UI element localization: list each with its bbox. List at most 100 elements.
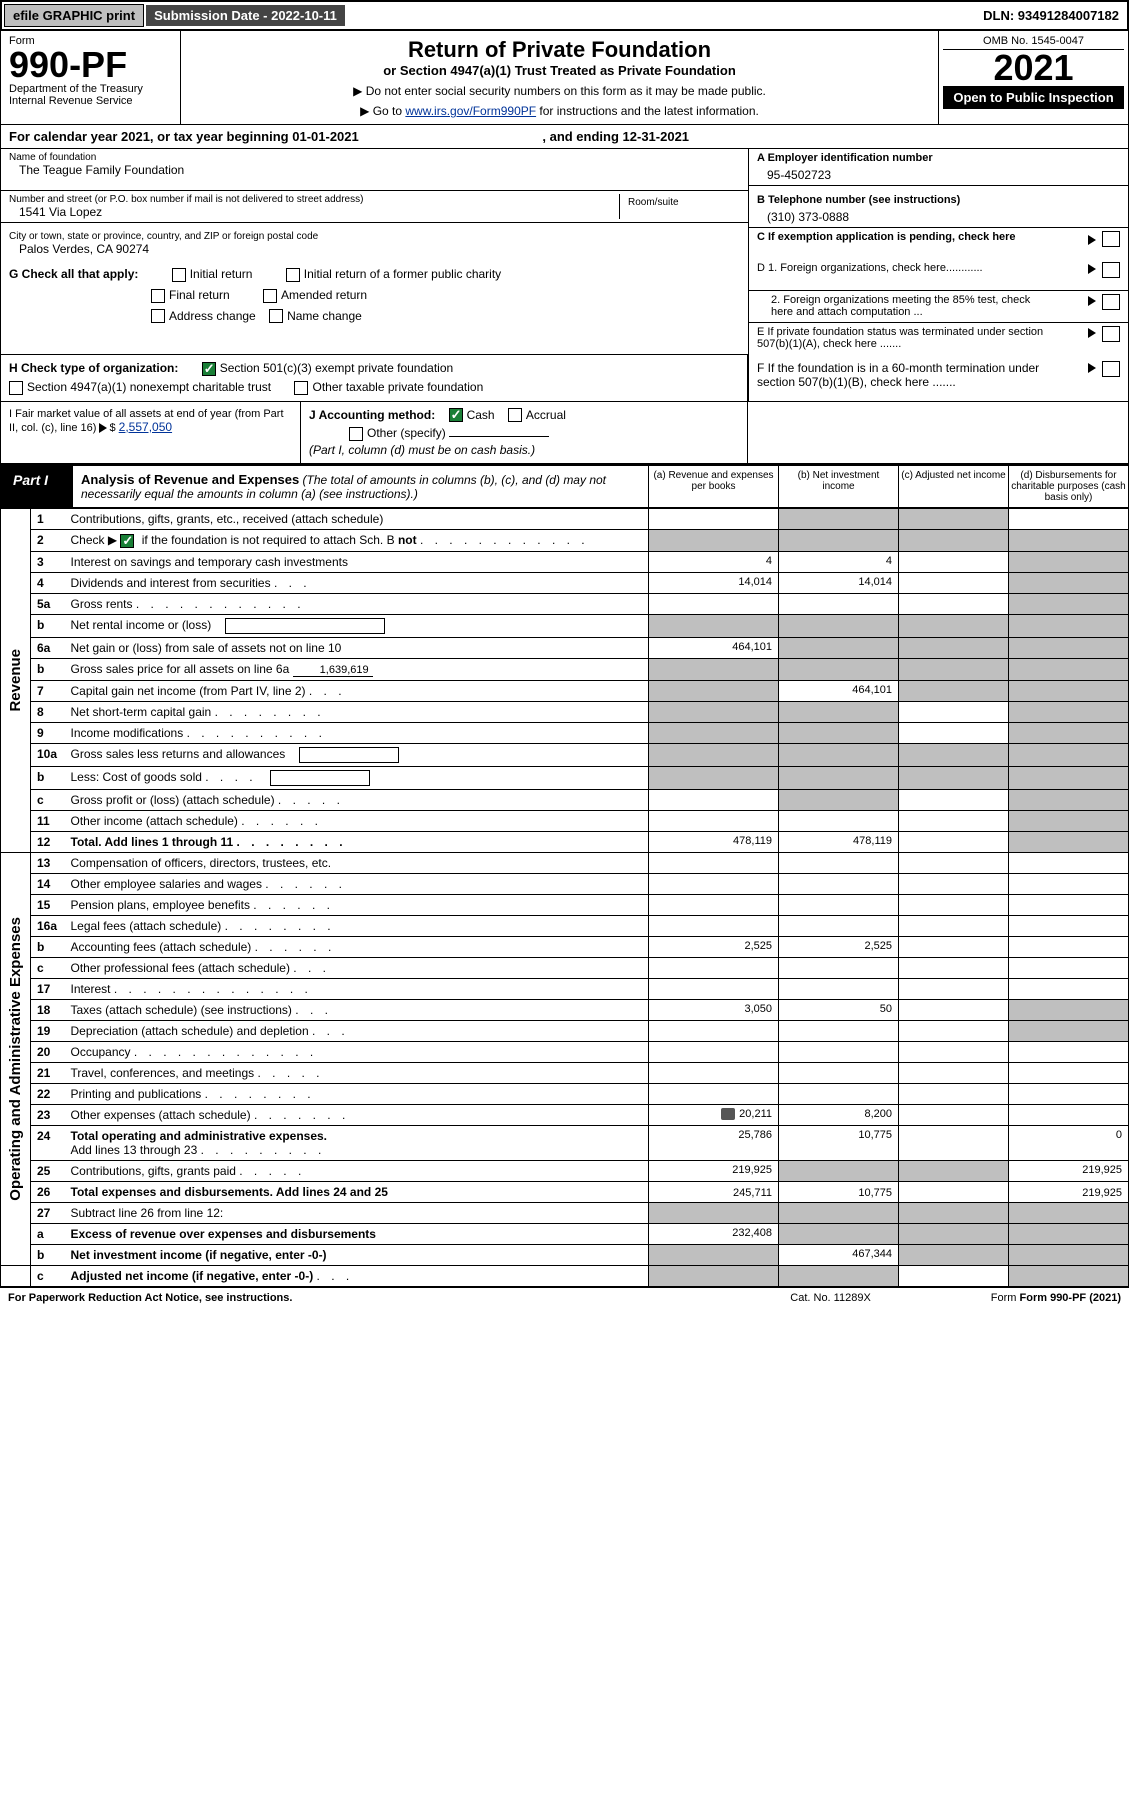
address-value: 1541 Via Lopez xyxy=(9,205,619,219)
chk-other-method[interactable] xyxy=(349,427,363,441)
table-row: 16aLegal fees (attach schedule) . . . . … xyxy=(1,916,1129,937)
room-suite-label: Room/suite xyxy=(620,194,740,219)
arrow-icon xyxy=(99,423,107,433)
chk-initial-former[interactable] xyxy=(286,268,300,282)
part1-table: Revenue 1Contributions, gifts, grants, e… xyxy=(0,508,1129,1287)
r6a-desc: Net gain or (loss) from sale of assets n… xyxy=(65,638,649,659)
r26-desc: Total expenses and disbursements. Add li… xyxy=(65,1182,649,1203)
table-row: 11Other income (attach schedule) . . . .… xyxy=(1,811,1129,832)
chk-final[interactable] xyxy=(151,289,165,303)
r23-desc: Other expenses (attach schedule) xyxy=(71,1108,251,1122)
table-row: 27Subtract line 26 from line 12: xyxy=(1,1203,1129,1224)
address-label: Number and street (or P.O. box number if… xyxy=(9,194,619,205)
table-row: 22Printing and publications . . . . . . … xyxy=(1,1084,1129,1105)
i-j-section: I Fair market value of all assets at end… xyxy=(0,402,1129,465)
chk-initial-return[interactable] xyxy=(172,268,186,282)
c-pending-label: C If exemption application is pending, c… xyxy=(757,231,1016,243)
chk-501c3[interactable] xyxy=(202,362,216,376)
d1-label: D 1. Foreign organizations, check here..… xyxy=(757,262,983,274)
r3-desc: Interest on savings and temporary cash i… xyxy=(65,552,649,573)
dln: DLN: 93491284007182 xyxy=(975,5,1127,26)
table-row: 18Taxes (attach schedule) (see instructi… xyxy=(1,1000,1129,1021)
name-ein-row: Name of foundation The Teague Family Fou… xyxy=(0,149,1129,191)
chk-name[interactable] xyxy=(269,309,283,323)
col-a-header: (a) Revenue and expenses per books xyxy=(648,466,778,507)
arrow-icon xyxy=(1088,328,1096,338)
efile-print-button[interactable]: efile GRAPHIC print xyxy=(4,4,144,27)
r10b-desc: Less: Cost of goods sold xyxy=(71,770,202,784)
table-row: 7Capital gain net income (from Part IV, … xyxy=(1,681,1129,702)
e-checkbox[interactable] xyxy=(1102,326,1120,342)
cat-number: Cat. No. 11289X xyxy=(790,1292,871,1304)
r16b-b: 2,525 xyxy=(779,937,899,958)
tax-year: 2021 xyxy=(943,50,1124,86)
calyear-begin: 01-01-2021 xyxy=(292,129,359,144)
c-pending-checkbox[interactable] xyxy=(1102,231,1120,247)
g-d-section: G Check all that apply: Initial return I… xyxy=(0,259,1129,355)
r27b-b: 467,344 xyxy=(779,1245,899,1266)
pra-notice: For Paperwork Reduction Act Notice, see … xyxy=(8,1292,292,1304)
arrow-icon xyxy=(1088,235,1096,245)
table-row: 10aGross sales less returns and allowanc… xyxy=(1,744,1129,767)
r10c-desc: Gross profit or (loss) (attach schedule) xyxy=(71,793,275,807)
table-row: 5aGross rents . . . . . . . . . . . . xyxy=(1,594,1129,615)
chk-accrual[interactable] xyxy=(508,408,522,422)
table-row: bNet investment income (if negative, ent… xyxy=(1,1245,1129,1266)
irs-link[interactable]: www.irs.gov/Form990PF xyxy=(405,104,536,118)
form-number: 990-PF xyxy=(9,47,172,83)
ein-label: A Employer identification number xyxy=(757,152,1120,164)
chk-amended[interactable] xyxy=(263,289,277,303)
form-header: Form 990-PF Department of the Treasury I… xyxy=(0,31,1129,125)
r19-desc: Depreciation (attach schedule) and deple… xyxy=(71,1024,309,1038)
r16a-desc: Legal fees (attach schedule) xyxy=(71,919,222,933)
opt-address: Address change xyxy=(169,309,256,323)
chk-address[interactable] xyxy=(151,309,165,323)
opt-cash: Cash xyxy=(467,408,495,422)
chk-other-taxable[interactable] xyxy=(294,381,308,395)
instr-post: for instructions and the latest informat… xyxy=(536,104,759,118)
d1-checkbox[interactable] xyxy=(1102,262,1120,278)
r16b-a: 2,525 xyxy=(649,937,779,958)
r16c-desc: Other professional fees (attach schedule… xyxy=(71,961,290,975)
col-b-header: (b) Net investment income xyxy=(778,466,898,507)
table-row: 14Other employee salaries and wages . . … xyxy=(1,874,1129,895)
form-ref: Form Form 990-PF (2021) xyxy=(991,1292,1121,1304)
r7-b: 464,101 xyxy=(779,681,899,702)
chk-4947[interactable] xyxy=(9,381,23,395)
table-row: bNet rental income or (loss) xyxy=(1,615,1129,638)
r27-desc: Subtract line 26 from line 12: xyxy=(65,1203,649,1224)
r16b-desc: Accounting fees (attach schedule) xyxy=(71,940,252,954)
r5b-desc: Net rental income or (loss) xyxy=(71,618,212,632)
phone-label: B Telephone number (see instructions) xyxy=(757,194,1120,206)
r6b-desc: Gross sales price for all assets on line… xyxy=(71,662,290,676)
form-title: Return of Private Foundation xyxy=(187,37,932,63)
r26-b: 10,775 xyxy=(779,1182,899,1203)
f-checkbox[interactable] xyxy=(1102,361,1120,377)
e-label: E If private foundation status was termi… xyxy=(757,326,1057,350)
r24-desc: Total operating and administrative expen… xyxy=(71,1129,328,1143)
fmv-value[interactable]: 2,557,050 xyxy=(119,420,172,434)
calyear-pre: For calendar year 2021, or tax year begi… xyxy=(9,129,292,144)
r4-b: 14,014 xyxy=(779,573,899,594)
address-phone-row: Number and street (or P.O. box number if… xyxy=(0,191,1129,228)
phone-value: (310) 373-0888 xyxy=(757,206,1120,224)
table-row: bAccounting fees (attach schedule) . . .… xyxy=(1,937,1129,958)
not-bold: not xyxy=(398,533,417,547)
table-row: 8Net short-term capital gain . . . . . .… xyxy=(1,702,1129,723)
r23-b: 8,200 xyxy=(779,1105,899,1126)
r24-d: 0 xyxy=(1009,1126,1129,1161)
arrow-icon xyxy=(1088,363,1096,373)
r25-desc: Contributions, gifts, grants paid xyxy=(71,1164,236,1178)
table-row: 19Depreciation (attach schedule) and dep… xyxy=(1,1021,1129,1042)
f-label: F If the foundation is in a 60-month ter… xyxy=(757,361,1057,389)
table-row: 3Interest on savings and temporary cash … xyxy=(1,552,1129,573)
expenses-side-label: Operating and Administrative Expenses xyxy=(7,917,24,1201)
d2-checkbox[interactable] xyxy=(1102,294,1120,310)
chk-schb[interactable] xyxy=(120,534,134,548)
chk-cash[interactable] xyxy=(449,408,463,422)
r13-desc: Compensation of officers, directors, tru… xyxy=(65,853,649,874)
col-c-header: (c) Adjusted net income xyxy=(898,466,1008,507)
r10a-desc: Gross sales less returns and allowances xyxy=(71,747,286,761)
attachment-icon[interactable] xyxy=(721,1108,735,1120)
r3-b: 4 xyxy=(779,552,899,573)
